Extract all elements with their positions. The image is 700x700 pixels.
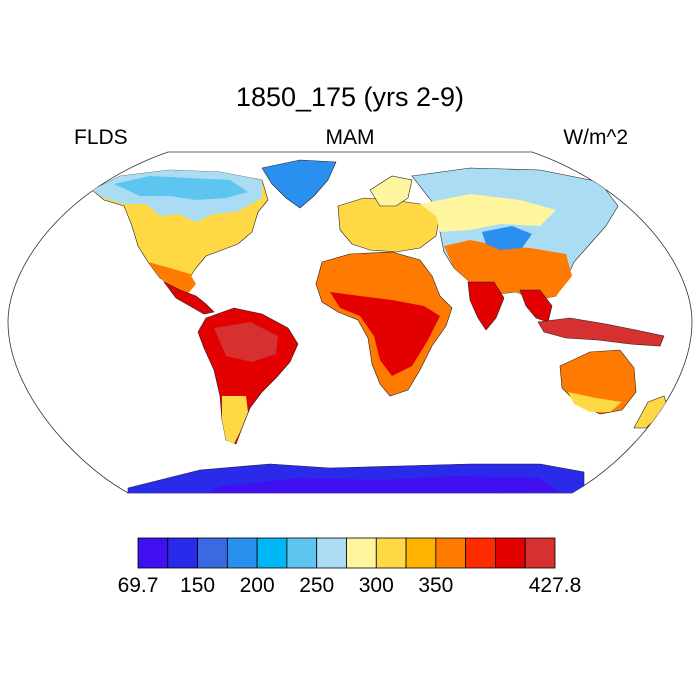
scandinavia-cold <box>369 175 413 207</box>
colorbar-swatch <box>375 537 407 569</box>
central-asia-yellow <box>420 194 556 232</box>
colorbar-tick-label: 300 <box>359 574 394 597</box>
colorbar-tick-label: 150 <box>180 574 215 597</box>
tibet-plateau <box>482 226 532 250</box>
australia-south <box>568 392 622 412</box>
south-america-south <box>222 396 248 444</box>
colorbar-swatch <box>197 537 228 569</box>
colorbar-swatch <box>495 537 526 569</box>
north-america-colder <box>114 176 248 200</box>
figure-title: 1850_175 (yrs 2-9) <box>235 82 465 112</box>
mexico-warm <box>148 262 196 296</box>
india-land <box>467 281 505 331</box>
colorbar-tick-label: 427.8 <box>529 574 582 597</box>
colorbar-swatch <box>137 537 169 569</box>
colorbar-tick-label: 350 <box>418 574 453 597</box>
indonesia-land <box>537 317 665 347</box>
colorbar: 69.7 150 200 250 300 350 427.8 <box>118 537 582 597</box>
colorbar-tick-label: 200 <box>240 574 275 597</box>
colorbar-swatch <box>465 537 496 569</box>
antarctica-interior <box>200 476 560 493</box>
colorbar-tick-label: 250 <box>299 574 334 597</box>
season-label: MAM <box>325 126 375 149</box>
colorbar-swatch <box>435 537 467 569</box>
colorbar-swatch <box>524 537 556 569</box>
colorbar-swatch <box>226 537 258 569</box>
colorbar-tick-label: 69.7 <box>118 574 159 597</box>
colorbar-swatch <box>256 537 288 569</box>
colorbar-swatch <box>405 537 437 569</box>
africa-tropics <box>330 292 440 376</box>
colorbar-swatch <box>167 537 198 569</box>
land-field <box>91 159 669 493</box>
colorbar-swatch <box>316 537 347 569</box>
variable-label: FLDS <box>74 126 128 149</box>
colorbar-swatch <box>346 537 377 569</box>
colorbar-swatch <box>286 537 318 569</box>
greenland-land <box>261 159 337 209</box>
south-america-core <box>214 322 278 362</box>
units-label: W/m^2 <box>563 126 628 149</box>
central-america-land <box>163 281 215 315</box>
